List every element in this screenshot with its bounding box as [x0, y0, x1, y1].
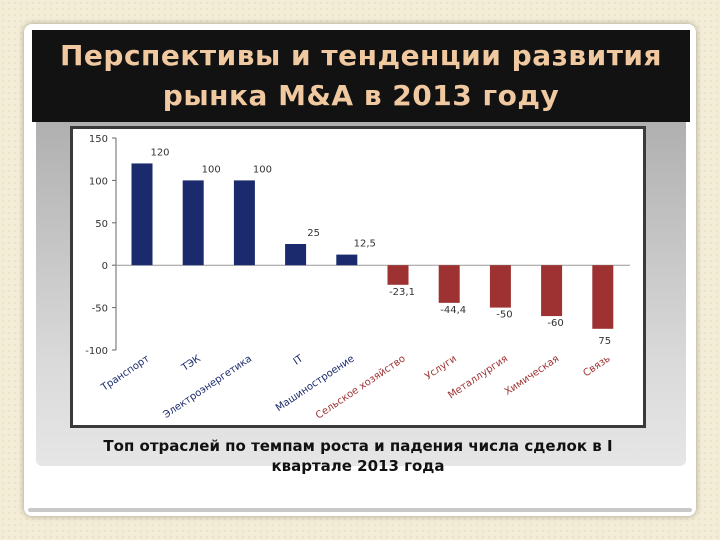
bar — [182, 180, 204, 266]
y-tick-label: 100 — [89, 176, 108, 187]
bar — [387, 265, 409, 285]
data-label: -60 — [547, 318, 563, 329]
data-label: 12,5 — [354, 239, 376, 250]
x-tick-label: ТЭК — [179, 353, 203, 374]
bar — [285, 244, 307, 266]
bar-chart: 150 100 50 0 -50 -100 120 Транспорт 100 ТЭК 100 Эле… — [85, 134, 630, 422]
x-tick-label: Сельское хозяйство — [314, 353, 408, 421]
y-tick-label: 0 — [102, 261, 108, 272]
bar — [336, 254, 358, 266]
y-tick-label: 50 — [95, 219, 108, 230]
x-tick-label: Транспорт — [99, 353, 152, 394]
title-bar — [32, 30, 690, 122]
data-label: 120 — [150, 147, 169, 158]
y-tick-label: -50 — [92, 304, 108, 315]
data-label: -50 — [496, 310, 512, 321]
chart-caption: Топ отраслей по темпам роста и падения ч… — [103, 437, 613, 475]
x-tick-label: Связь — [581, 353, 612, 379]
y-tick-label: -100 — [85, 346, 108, 357]
y-tick-label: 150 — [89, 134, 108, 145]
data-label: -44,4 — [440, 305, 466, 316]
x-tick-label: Химическая — [503, 353, 561, 397]
bar — [592, 265, 614, 329]
bar — [233, 180, 255, 266]
data-label: 100 — [202, 164, 221, 175]
bar — [489, 265, 511, 308]
data-label: 25 — [307, 228, 320, 239]
x-tick-label: Электроэнергетика — [161, 353, 254, 420]
data-label: 100 — [253, 164, 272, 175]
bar — [131, 163, 153, 266]
data-label: -23,1 — [389, 287, 415, 298]
x-tick-label: IT — [292, 353, 306, 368]
bar — [438, 265, 460, 303]
bottom-divider — [28, 508, 692, 512]
data-label: 75 — [598, 336, 611, 347]
bar — [541, 265, 563, 317]
page-title: Перспективы и тенденции развития рынка M… — [59, 39, 663, 112]
x-tick-label: Услуги — [423, 353, 459, 382]
